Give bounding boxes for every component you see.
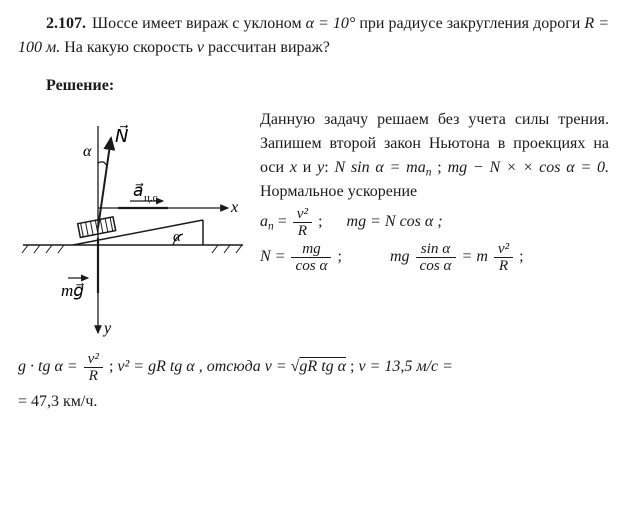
solution-label: Решение: xyxy=(18,74,609,98)
problem-t4: рассчитан вираж? xyxy=(204,39,330,56)
semi5: ; xyxy=(346,358,358,375)
problem-t1: Шоссе имеет вираж с уклоном xyxy=(92,15,306,32)
eq2b: × cos α = 0. xyxy=(523,159,609,176)
sol-p1-t3: : xyxy=(324,159,334,176)
semi3: ; xyxy=(515,248,523,265)
semi4: ; xyxy=(105,358,117,375)
fig-alpha-wedge: α xyxy=(173,229,182,245)
final: = 47,3 км/ч. xyxy=(18,393,97,410)
lower-t2: v² = gR tg α , отсюда xyxy=(117,358,264,375)
v-num: v = 13,5 м/с = xyxy=(359,358,453,375)
figure: α N⃗ a⃗ ц.с x α mg⃗ y xyxy=(18,108,248,343)
fig-ac-sub: ц.с xyxy=(144,192,158,204)
frac-v2R: v²R xyxy=(293,206,312,239)
eq2a: mg − N × xyxy=(448,159,517,176)
problem-statement: 2.107. Шоссе имеет вираж с уклоном α = 10… xyxy=(18,12,609,60)
frac-v2R2: v²R xyxy=(494,241,513,274)
solution-body: Данную задачу решаем без учета силы трен… xyxy=(260,108,609,274)
fig-y: y xyxy=(102,320,112,337)
eq1-after: ; xyxy=(432,159,442,176)
sol-p1-t4: Нормальное ускорение xyxy=(260,183,417,200)
frac-l1: v²R xyxy=(84,351,103,384)
eq3: mg = N cos α ; xyxy=(347,213,443,230)
an-eq: = xyxy=(274,213,291,230)
problem-t2: при радиусе закругления дороги xyxy=(355,15,584,32)
alpha-expr: α = 10° xyxy=(306,15,356,32)
frac-sin-cos: sin αcos α xyxy=(416,241,456,274)
fig-N: N⃗ xyxy=(115,125,128,146)
sqrt-inner: gR tg α xyxy=(299,358,346,375)
v-sym: v xyxy=(197,39,204,56)
sol-p1-t2: и xyxy=(297,159,317,176)
final-line: = 47,3 км/ч. xyxy=(18,390,609,414)
mg-label: mg xyxy=(390,248,414,265)
frac-mg-cos: mgcos α xyxy=(291,241,331,274)
eq-m: = m xyxy=(458,248,492,265)
N-eq: N = xyxy=(260,248,289,265)
problem-t3: На какую скорость xyxy=(60,39,197,56)
solution-lower: g · tg α = v²R ; v² = gR tg α , отсюда v… xyxy=(18,349,609,384)
problem-number: 2.107. xyxy=(46,15,86,32)
semi1: ; xyxy=(314,213,322,230)
v-eq: v = √ xyxy=(265,358,300,375)
semi2: ; xyxy=(333,248,341,265)
axes-x: x xyxy=(290,159,297,176)
fig-mg: mg⃗ xyxy=(61,281,84,300)
an-label: a xyxy=(260,213,268,230)
lower-t1: g · tg α = xyxy=(18,358,82,375)
fig-x: x xyxy=(230,199,238,216)
fig-ac: a⃗ xyxy=(133,181,144,200)
eq1: N sin α = ma xyxy=(334,159,425,176)
fig-alpha-top: α xyxy=(83,143,92,160)
